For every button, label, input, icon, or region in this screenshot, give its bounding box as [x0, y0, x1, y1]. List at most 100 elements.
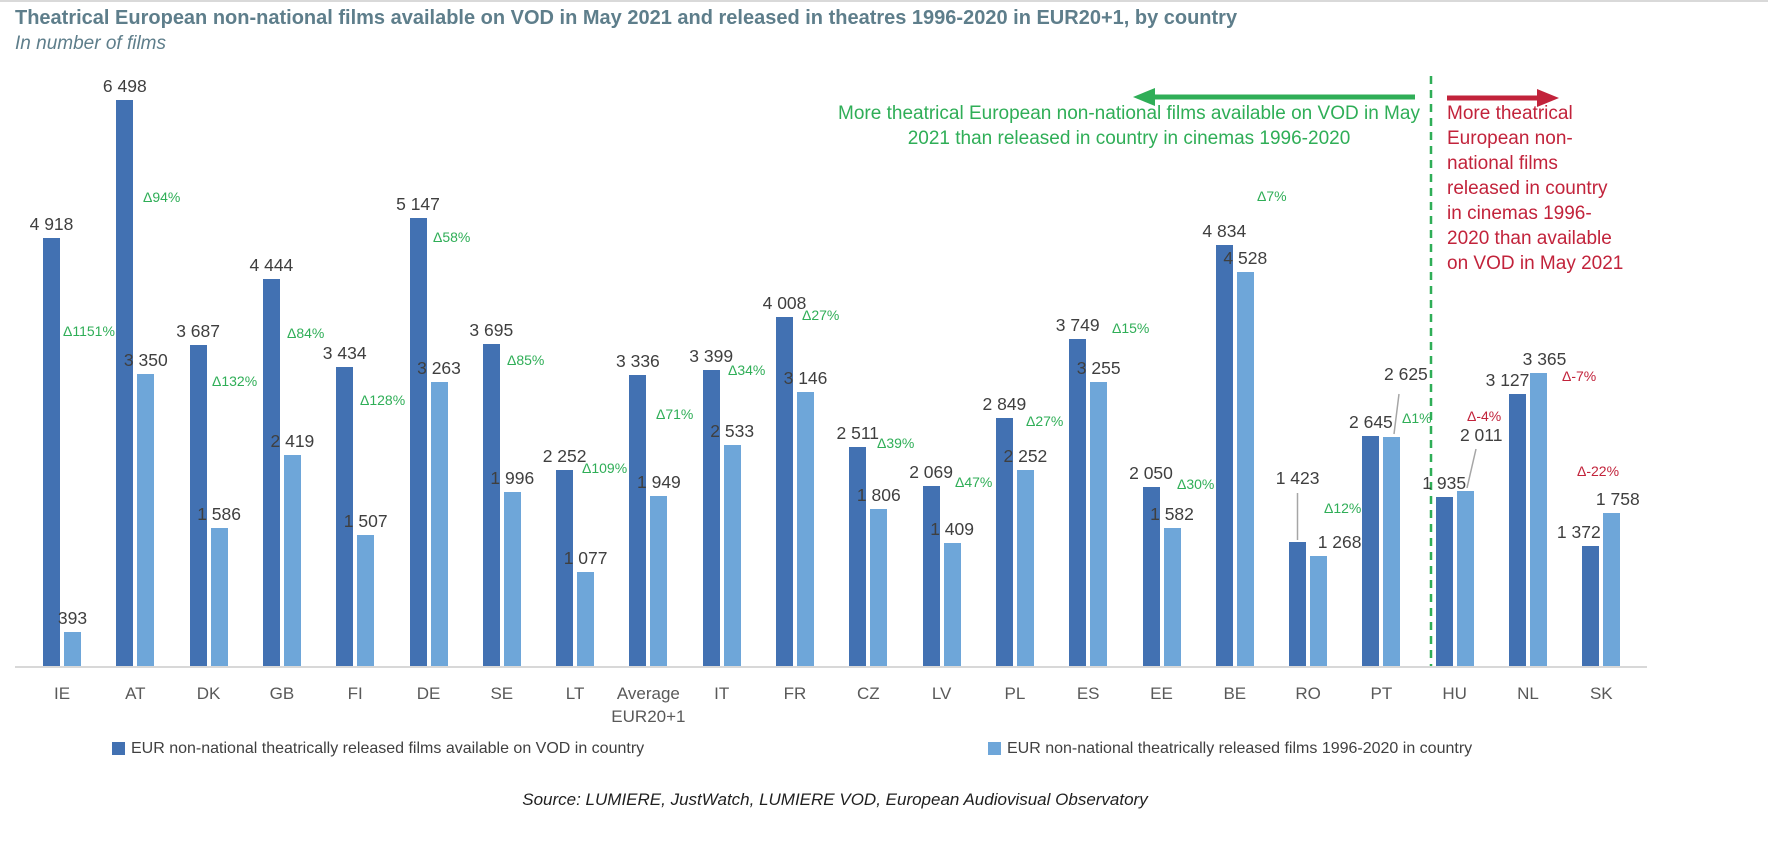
bar-cinema-EE [1163, 528, 1181, 666]
value-label-cinema-PL: 2 252 [1003, 445, 1048, 466]
axis-label-PT: PT [1370, 684, 1393, 703]
bar-vod-FR [776, 316, 793, 666]
bar-vod-IE [43, 237, 60, 666]
value-label-cinema-HU: 2 011 [1459, 424, 1503, 445]
bar-cinema-LT [577, 572, 595, 666]
delta-badge-ES: Δ15% [1112, 320, 1150, 336]
value-label-cinema-ES: 3 255 [1076, 358, 1121, 379]
value-label-cinema-SK: 1 758 [1595, 488, 1640, 509]
bar-cinema-RO [1310, 555, 1328, 666]
axis-label-DE: DE [416, 684, 441, 703]
top-border-strip [0, 0, 1768, 2]
value-label-vod-EE: 2 050 [1129, 463, 1173, 484]
value-label-cinema-DE: 3 263 [417, 357, 461, 378]
bar-vod-PL [995, 417, 1013, 666]
axis-label-IE: IE [53, 684, 71, 703]
axis-label-LV: LV [931, 684, 952, 703]
bar-cinema-SK [1603, 512, 1621, 666]
axis-label-HU: HU [1442, 684, 1467, 703]
bar-cinema-HU [1456, 490, 1474, 666]
source-citation: Source: LUMIERE, JustWatch, LUMIERE VOD,… [522, 790, 1148, 809]
bar-cinema-IT [723, 445, 741, 666]
value-label-cinema-IT: 2 533 [710, 421, 755, 442]
delta-badge-FR: Δ27% [802, 307, 840, 323]
bar-vod-EE [1142, 487, 1160, 666]
bar-cinema-GB [283, 455, 301, 666]
axis-label-ES: ES [1076, 684, 1100, 703]
axis-label-FI: FI [347, 684, 363, 703]
value-label-cinema-LV: 1 409 [930, 519, 974, 540]
bar-cinema-Average EUR20+1 [650, 496, 668, 666]
delta-badge-NL: Δ-7% [1562, 368, 1597, 384]
delta-badge-BE: Δ7% [1257, 188, 1287, 204]
value-label-vod-AT: 6 498 [102, 76, 147, 96]
legend-label-cinema: EUR non-national theatrically released f… [1007, 740, 1473, 757]
value-label-vod-DK: 3 687 [176, 320, 220, 341]
bar-vod-SK [1582, 546, 1600, 666]
bar-vod-HU [1435, 497, 1453, 666]
value-label-vod-NL: 3 127 [1485, 369, 1530, 390]
axis-label-SE: SE [490, 684, 514, 703]
bar-cinema-AT [137, 374, 155, 666]
bar-vod-IT [702, 369, 720, 666]
axis-label-FR: FR [783, 684, 807, 703]
axis-label-AT: AT [125, 684, 146, 703]
x-axis-line [15, 666, 1647, 668]
red-annotation-note: More theatrical European non-national fi… [1447, 103, 1624, 274]
bar-vod-LT [556, 469, 574, 666]
delta-badge-DK: Δ132% [212, 373, 258, 389]
value-label-vod-LV: 2 069 [909, 461, 953, 482]
delta-badge-LV: Δ47% [955, 474, 993, 490]
legend-entry-vod: EUR non-national theatrically released f… [112, 740, 644, 760]
bar-vod-ES [1069, 339, 1087, 666]
axis-label-CZ: CZ [856, 684, 880, 703]
bar-vod-NL [1509, 393, 1526, 666]
value-label-vod-PL: 2 849 [982, 393, 1027, 414]
delta-badge-SK: Δ-22% [1577, 463, 1620, 479]
delta-badge-IT: Δ34% [728, 362, 766, 378]
delta-badge-PT: Δ1% [1402, 410, 1432, 426]
green-annotation-note: More theatrical European non-national fi… [838, 103, 1420, 149]
axis-label-NL: NL [1517, 684, 1539, 703]
value-label-cinema-IE: 393 [57, 607, 88, 628]
bar-vod-DK [189, 344, 207, 666]
bar-cinema-CZ [870, 508, 888, 666]
bar-vod-CZ [849, 447, 867, 666]
value-label-vod-BE: 4 834 [1202, 220, 1247, 241]
bar-vod-FI [336, 366, 354, 666]
value-label-vod-SK: 1 372 [1556, 522, 1601, 543]
bar-cinema-DK [210, 527, 228, 666]
value-label-vod-FI: 3 434 [322, 342, 367, 363]
bar-cinema-FI [357, 534, 375, 666]
value-label-cinema-FR: 3 146 [783, 367, 828, 388]
value-label-vod-PT: 2 645 [1348, 411, 1393, 432]
axis-label-EE: EE [1150, 684, 1173, 703]
value-label-cinema-BE: 4 528 [1223, 247, 1268, 268]
delta-badge-LT: Δ109% [582, 460, 628, 476]
delta-badge-EE: Δ30% [1177, 476, 1215, 492]
bar-cinema-FR [797, 391, 814, 666]
value-label-vod-ES: 3 749 [1055, 315, 1100, 336]
value-label-vod-CZ: 2 511 [836, 423, 880, 444]
value-label-cinema-EE: 1 582 [1150, 504, 1194, 525]
bar-vod-BE [1215, 244, 1233, 666]
bar-cinema-BE [1236, 271, 1254, 666]
legend-swatch-light-blue [988, 742, 1001, 755]
legend-swatch-dark-blue [112, 742, 125, 755]
bar-vod-RO [1289, 542, 1307, 666]
axis-label-GB: GB [269, 684, 295, 703]
axis-label-DK: DK [196, 684, 221, 703]
bar-cinema-LV [943, 543, 961, 666]
axis-label-SK: SK [1589, 684, 1613, 703]
bar-vod-PT [1362, 435, 1380, 666]
value-label-vod-DE: 5 147 [396, 193, 440, 214]
axis-label-RO: RO [1295, 684, 1321, 703]
bar-vod-AT [116, 100, 134, 666]
bar-cinema-PL [1016, 469, 1034, 666]
chart-title: Theatrical European non-national films a… [15, 7, 1238, 29]
delta-badge-GB: Δ84% [287, 325, 325, 341]
value-label-vod-RO: 1 423 [1275, 468, 1320, 489]
value-label-cinema-Average EUR20+1: 1 949 [636, 472, 681, 493]
axis-label-IT: IT [714, 684, 730, 703]
